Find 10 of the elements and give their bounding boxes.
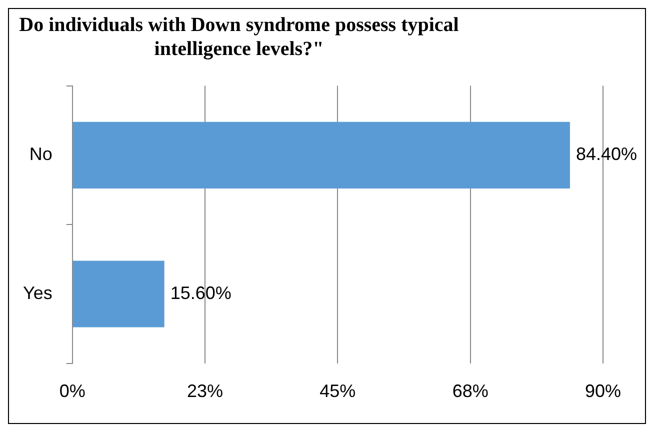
data-label: 15.60%	[170, 282, 232, 303]
y-tick-label: No	[29, 144, 52, 164]
x-tick-label: 68%	[452, 381, 488, 402]
data-label: 84.40%	[576, 144, 638, 164]
x-tick-label: 90%	[584, 381, 621, 402]
x-tick-label: 45%	[320, 381, 356, 402]
y-tick-label: Yes	[22, 282, 52, 303]
x-tick-label: 23%	[187, 381, 224, 402]
chart-title: Do individuals with Down syndrome possess typical intelligence levels?"	[18, 13, 460, 61]
x-tick-label: 0%	[59, 381, 86, 402]
